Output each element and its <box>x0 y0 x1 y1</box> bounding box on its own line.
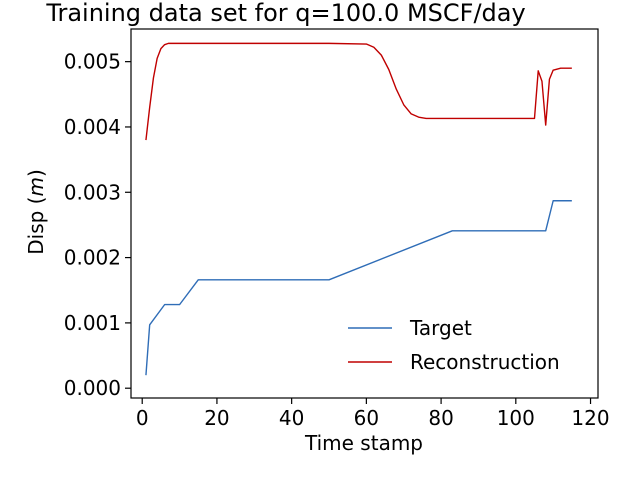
y-tick-label: 0.001 <box>64 311 121 335</box>
x-tick-label: 0 <box>136 406 149 430</box>
x-axis: 0 20 40 60 80 100 120 <box>136 398 610 430</box>
x-tick-label: 20 <box>204 406 229 430</box>
chart-title: Training data set for q=100.0 MSCF/day <box>45 0 525 27</box>
legend-label-target: Target <box>409 316 472 340</box>
y-axis-label: Disp (m) <box>24 169 48 255</box>
legend: Target Reconstruction <box>348 316 560 374</box>
y-axis-label-unit: m <box>24 177 48 196</box>
y-tick-label: 0.002 <box>64 246 121 270</box>
y-tick-label: 0.003 <box>64 180 121 204</box>
series-line-target <box>145 200 572 376</box>
y-axis-label-prefix: Disp ( <box>24 197 48 255</box>
y-tick-label: 0.004 <box>64 115 121 139</box>
x-tick-label: 120 <box>571 406 609 430</box>
x-tick-label: 40 <box>279 406 304 430</box>
series-line-reconstruction <box>145 42 572 141</box>
x-axis-label: Time stamp <box>304 431 423 455</box>
x-tick-label: 100 <box>497 406 535 430</box>
x-tick-label: 60 <box>354 406 379 430</box>
plot-frame <box>130 28 599 399</box>
y-tick-label: 0.005 <box>64 50 121 74</box>
x-tick-label: 80 <box>428 406 453 430</box>
y-axis-label-suffix: ) <box>24 169 48 177</box>
y-axis: 0.000 0.001 0.002 0.003 0.004 0.005 <box>64 50 131 400</box>
series-layer <box>145 42 572 376</box>
legend-label-reconstruction: Reconstruction <box>410 350 560 374</box>
y-tick-label: 0.000 <box>64 376 121 400</box>
